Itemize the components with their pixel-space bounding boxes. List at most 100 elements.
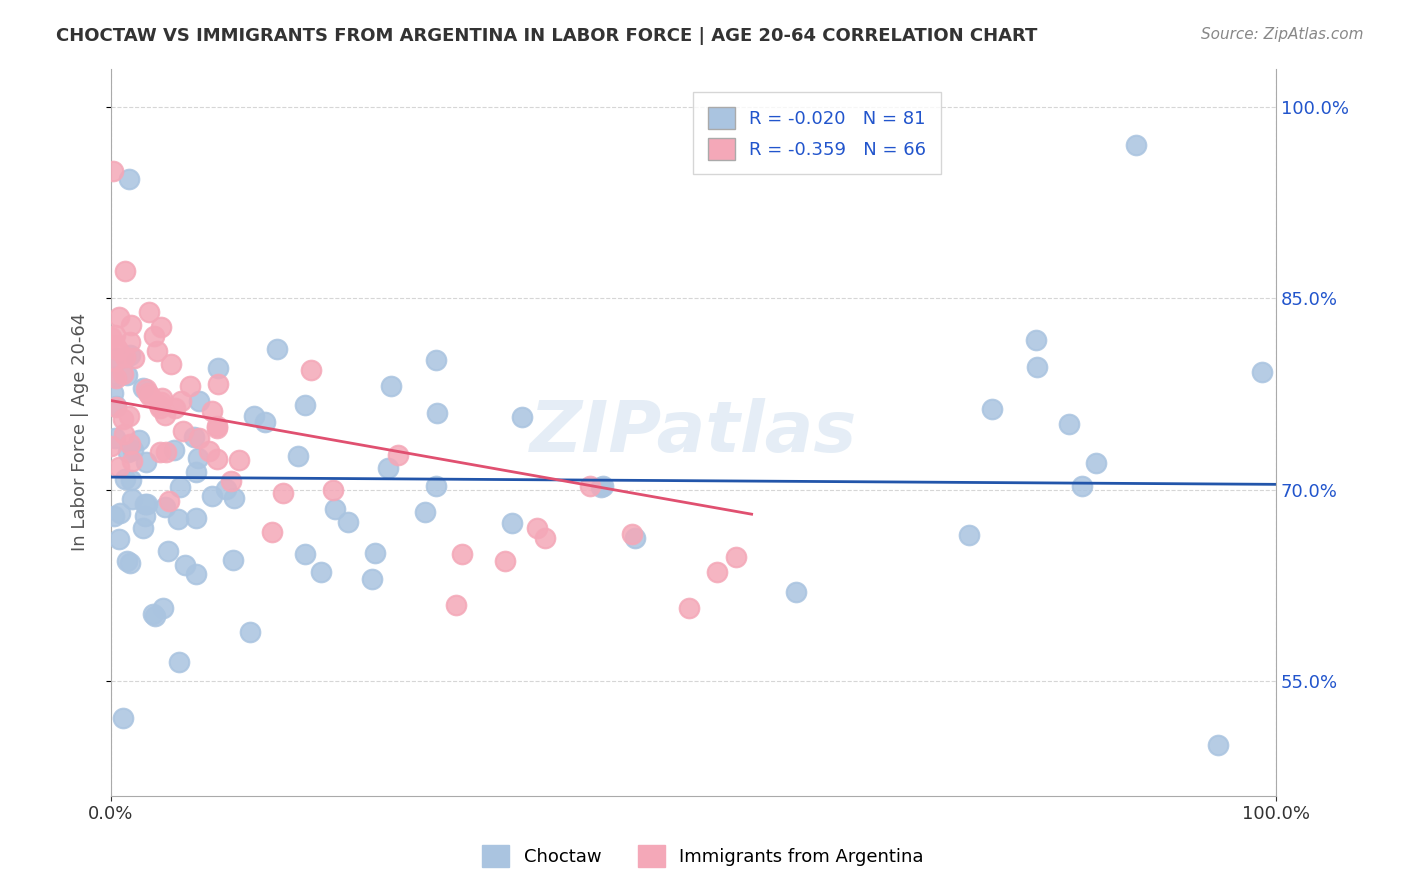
Point [111,412,134,426]
Point [222,491,245,505]
Point [228,453,250,467]
Point [444,598,467,612]
Point [262,524,284,539]
Point [201,404,224,418]
Point [157,494,180,508]
Point [337,515,360,529]
Point [214,482,236,496]
Point [207,360,229,375]
Point [121,492,143,507]
Point [111,710,134,724]
Point [426,406,449,420]
Point [186,567,208,582]
Point [101,163,124,178]
Point [205,418,228,433]
Point [1025,333,1047,347]
Point [117,445,139,459]
Point [155,408,177,422]
Point [187,431,209,445]
Point [104,337,127,351]
Point [104,370,127,384]
Point [364,546,387,560]
Point [104,354,127,368]
Point [309,565,332,579]
Point [134,497,156,511]
Point [201,489,224,503]
Point [287,449,309,463]
Point [149,320,172,334]
Point [150,391,173,405]
Point [380,378,402,392]
Point [184,511,207,525]
Point [221,474,243,488]
Point [980,402,1002,417]
Point [110,506,132,520]
Point [253,415,276,429]
Point [621,526,644,541]
Point [1026,359,1049,374]
Point [155,445,177,459]
Point [170,394,193,409]
Point [114,350,136,364]
Point [188,393,211,408]
Point [136,386,159,401]
Point [163,401,186,415]
Point [271,485,294,500]
Point [118,348,141,362]
Point [120,437,142,451]
Point [1085,456,1108,470]
Y-axis label: In Labor Force | Age 20-64: In Labor Force | Age 20-64 [72,313,89,551]
Point [118,556,141,570]
Point [322,483,344,497]
Point [243,409,266,423]
Point [105,400,128,414]
Point [104,328,127,343]
Point [112,426,135,441]
Point [150,395,173,409]
Point [299,363,322,377]
Point [377,461,399,475]
Point [501,516,523,530]
Point [167,655,190,669]
Point [239,624,262,639]
Point [222,553,245,567]
Point [152,600,174,615]
Point [494,554,516,568]
Point [108,460,131,475]
Point [100,439,122,453]
Legend: Choctaw, Immigrants from Argentina: Choctaw, Immigrants from Argentina [475,838,931,874]
Point [108,533,131,547]
Point [103,508,125,523]
Text: ZIPatlas: ZIPatlas [530,398,858,467]
Point [1251,364,1274,378]
Point [105,351,128,365]
Point [294,548,316,562]
Point [169,480,191,494]
Point [138,305,160,319]
Text: CHOCTAW VS IMMIGRANTS FROM ARGENTINA IN LABOR FORCE | AGE 20-64 CORRELATION CHAR: CHOCTAW VS IMMIGRANTS FROM ARGENTINA IN … [56,27,1038,45]
Point [179,378,201,392]
Point [122,351,145,366]
Point [128,433,150,447]
Point [121,453,143,467]
Point [112,367,135,381]
Point [142,607,165,622]
Point [132,380,155,394]
Point [1071,479,1094,493]
Point [136,497,159,511]
Point [1125,138,1147,153]
Point [118,172,141,186]
Point [105,399,128,413]
Point [143,329,166,343]
Point [104,370,127,384]
Point [413,505,436,519]
Point [156,544,179,558]
Point [114,264,136,278]
Point [120,334,142,349]
Point [266,342,288,356]
Point [361,573,384,587]
Point [197,444,219,458]
Point [149,401,172,416]
Point [115,554,138,568]
Point [167,512,190,526]
